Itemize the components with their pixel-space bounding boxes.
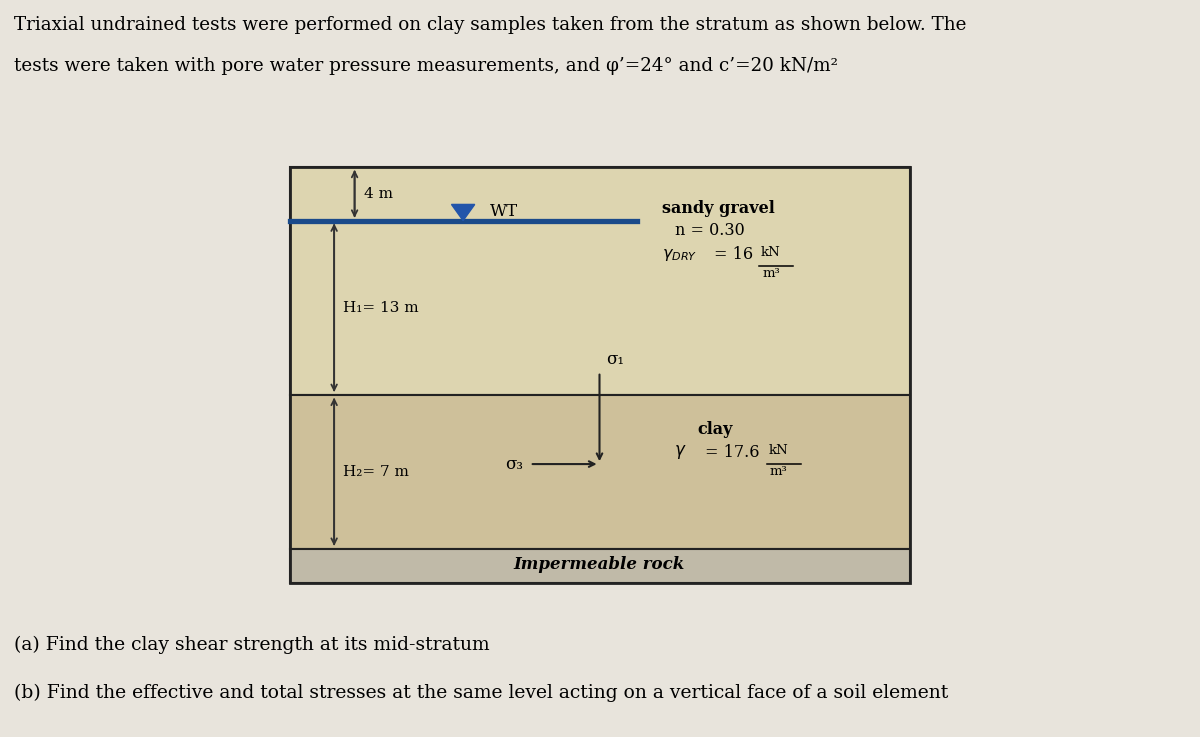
Text: Triaxial undrained tests were performed on clay samples taken from the stratum a: Triaxial undrained tests were performed … bbox=[14, 16, 967, 34]
Text: sandy gravel: sandy gravel bbox=[661, 200, 774, 217]
Text: 4 m: 4 m bbox=[364, 186, 392, 200]
Text: H₂= 7 m: H₂= 7 m bbox=[343, 465, 409, 479]
Text: σ₃: σ₃ bbox=[505, 455, 523, 472]
Text: m³: m³ bbox=[762, 268, 780, 280]
Text: kN: kN bbox=[761, 246, 780, 259]
Bar bbox=[289, 167, 910, 395]
Text: H₁= 13 m: H₁= 13 m bbox=[343, 301, 419, 315]
Bar bbox=[289, 548, 910, 583]
Text: $\gamma$: $\gamma$ bbox=[674, 443, 686, 461]
Text: n = 0.30: n = 0.30 bbox=[676, 222, 745, 239]
Bar bbox=[289, 395, 910, 548]
Bar bbox=[289, 167, 910, 583]
Text: Impermeable rock: Impermeable rock bbox=[514, 556, 685, 573]
Text: σ₁: σ₁ bbox=[606, 351, 624, 368]
Text: (b) Find the effective and total stresses at the same level acting on a vertical: (b) Find the effective and total stresse… bbox=[14, 684, 949, 702]
Text: tests were taken with pore water pressure measurements, and φ’=24° and c’=20 kN/: tests were taken with pore water pressur… bbox=[14, 57, 839, 75]
Text: WT: WT bbox=[491, 203, 518, 220]
Polygon shape bbox=[451, 204, 475, 220]
Text: kN: kN bbox=[768, 444, 788, 457]
Text: $\gamma_{DRY}$: $\gamma_{DRY}$ bbox=[661, 248, 697, 263]
Text: (a) Find the clay shear strength at its mid-stratum: (a) Find the clay shear strength at its … bbox=[14, 635, 490, 654]
Text: = 17.6: = 17.6 bbox=[704, 444, 760, 461]
Text: clay: clay bbox=[697, 421, 732, 438]
Text: = 16: = 16 bbox=[714, 246, 754, 263]
Text: m³: m³ bbox=[770, 465, 787, 478]
